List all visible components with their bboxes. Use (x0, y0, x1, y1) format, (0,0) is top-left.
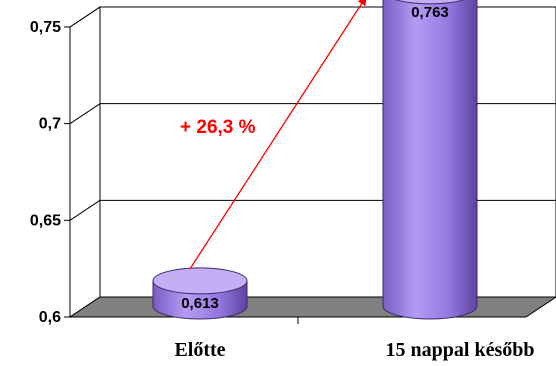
data-label: 0,763 (411, 4, 449, 21)
data-label: 0,613 (181, 295, 219, 312)
back-wall (99, 6, 556, 298)
x-category-label: Előtte (174, 339, 225, 361)
y-tick-label: 0,7 (39, 116, 61, 133)
gridline-side (69, 199, 101, 221)
bar-top (152, 267, 248, 295)
x-category-label: 15 nappal később (386, 339, 535, 361)
x-axis: Előtte 15 nappal később (174, 317, 534, 361)
floor-plane (68, 296, 556, 318)
side-wall (69, 6, 101, 318)
growth-annotation: + 26,3 % (180, 0, 367, 270)
bars: 0,613 0,763 (152, 0, 478, 320)
bar-body (382, 0, 478, 320)
floor (68, 296, 556, 318)
growth-label: + 26,3 % (180, 117, 256, 138)
bar-top (394, 0, 466, 5)
gridlines (69, 6, 556, 221)
gridline-side (69, 103, 101, 125)
bar-2: 0,763 (382, 0, 478, 320)
y-tick-label: 0,6 (39, 309, 61, 326)
bar-1: 0,613 (152, 267, 248, 320)
growth-arrow (189, 0, 367, 270)
y-tick-label: 0,65 (30, 212, 61, 229)
gridline-side (69, 6, 101, 28)
y-axis: 0,6 0,65 0,7 0,75 (30, 19, 71, 326)
y-tick-label: 0,75 (30, 19, 61, 36)
plot-back-wall (69, 6, 556, 318)
